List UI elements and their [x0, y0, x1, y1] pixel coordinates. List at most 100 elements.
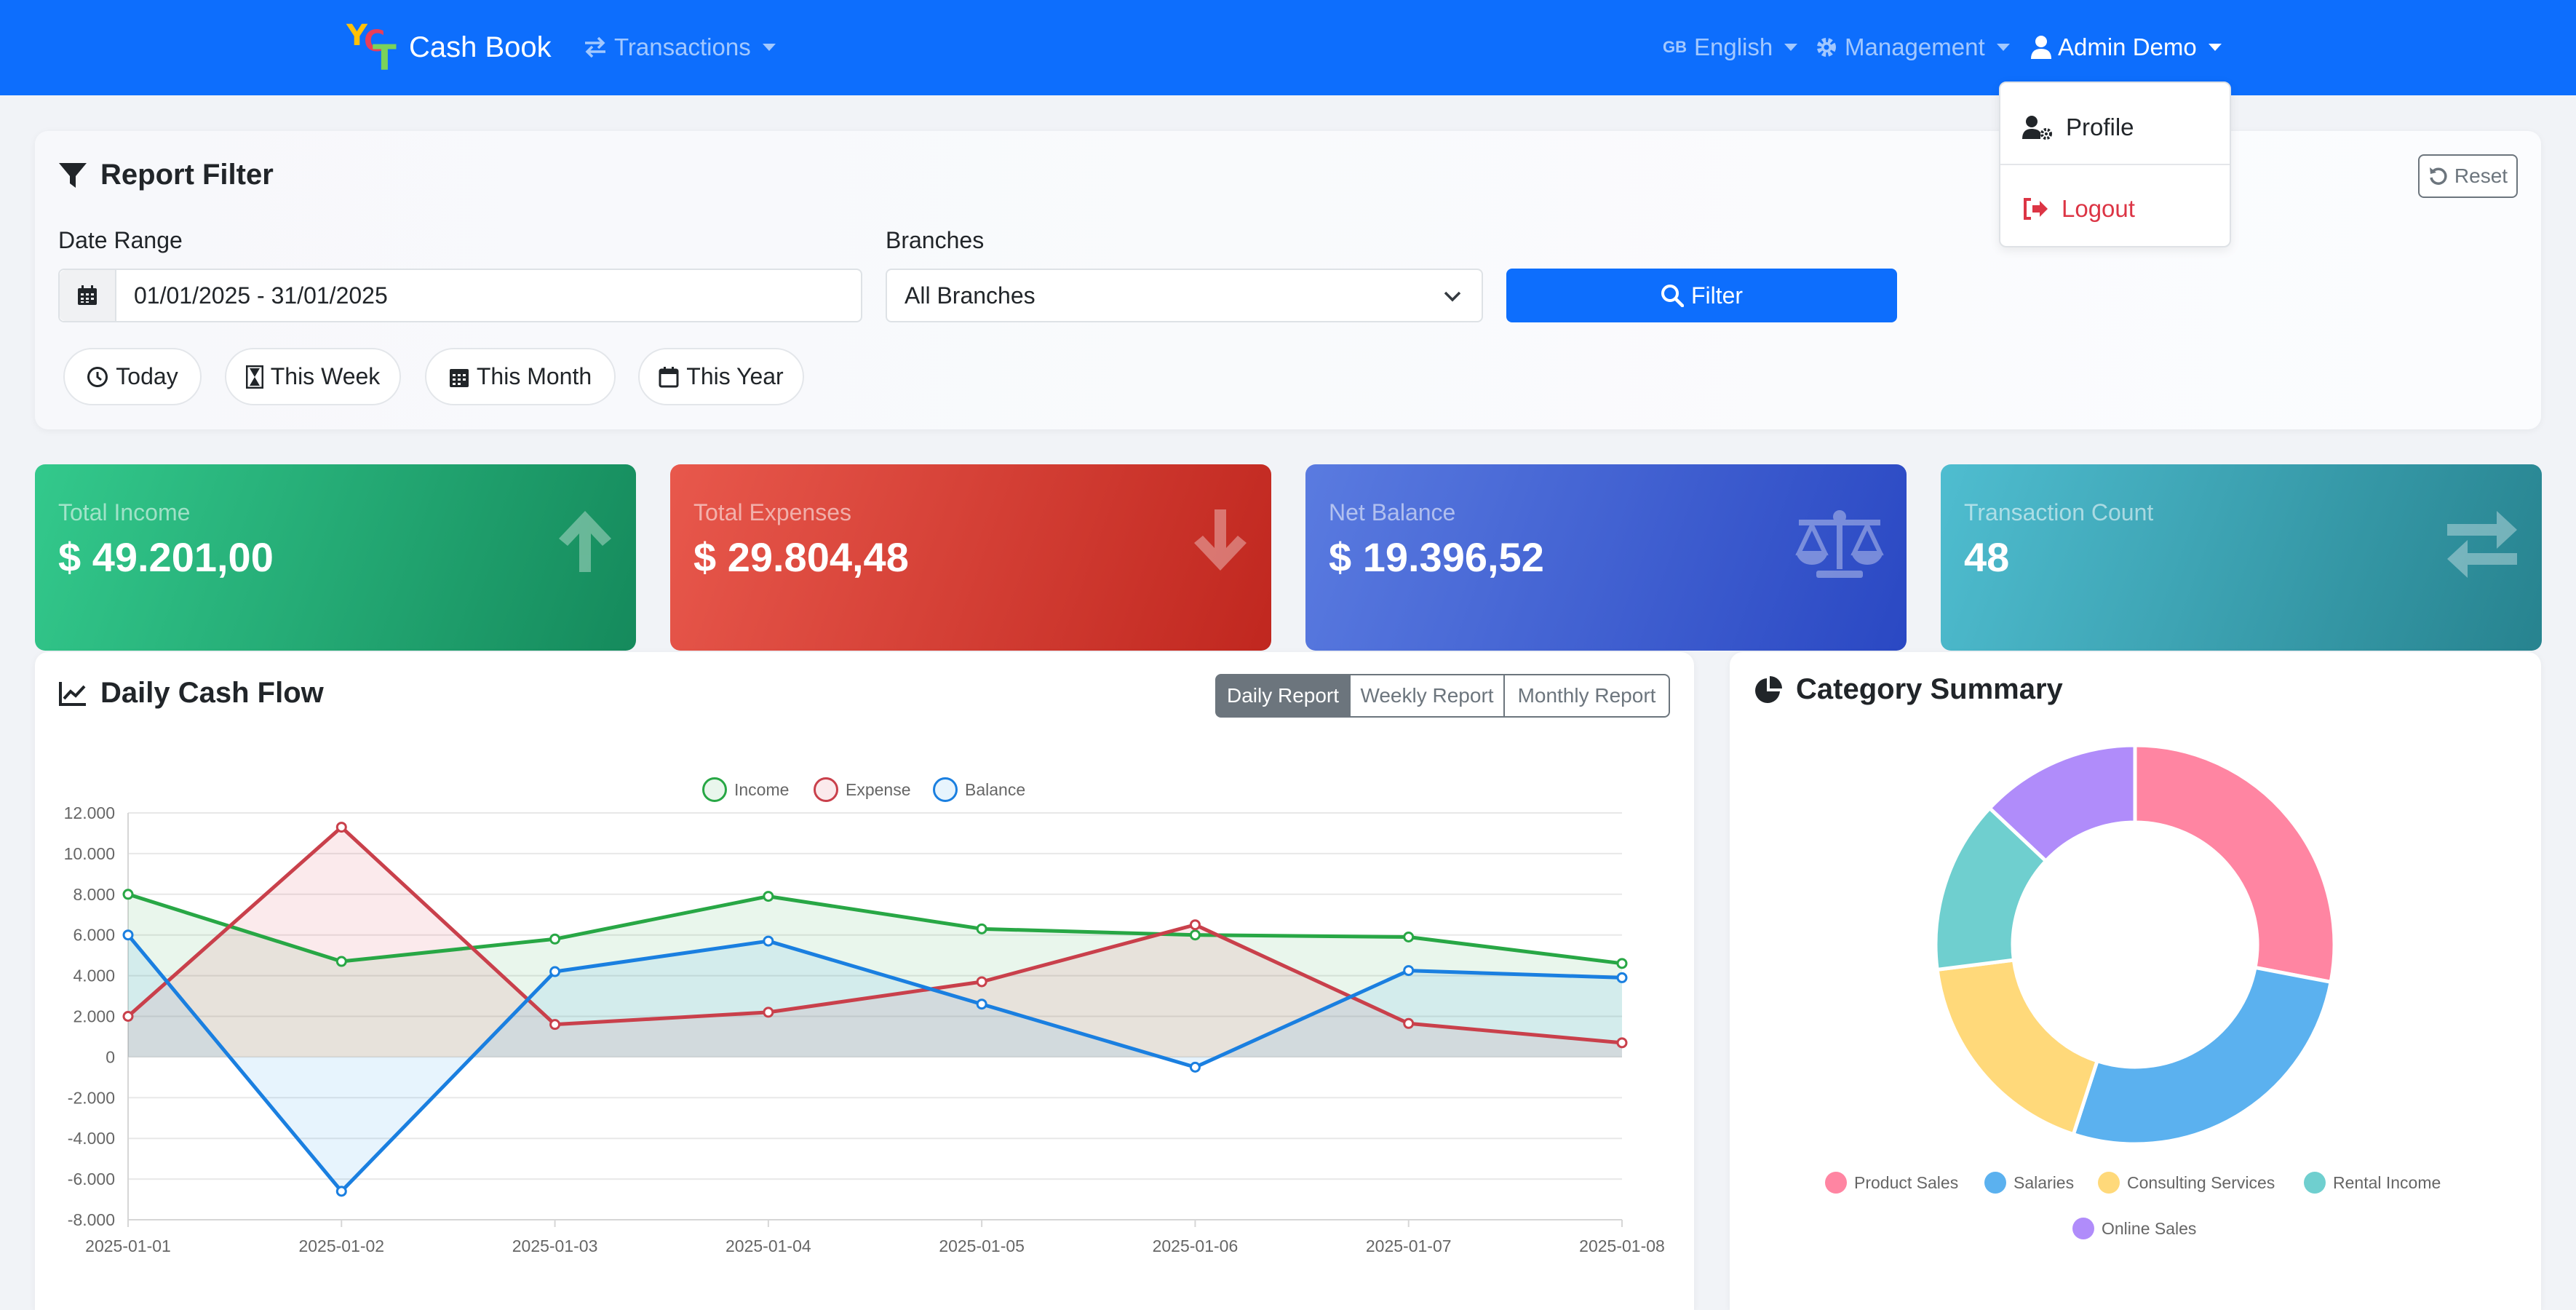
branches-select[interactable]: All Branches: [886, 269, 1483, 322]
pie-legend-item[interactable]: Consulting Services: [2098, 1172, 2275, 1194]
pie-slice-online-sales: [1987, 743, 2137, 864]
branches-select-value: All Branches: [905, 282, 1035, 309]
category-summary-title-text: Category Summary: [1796, 673, 2063, 705]
quick-this-month-button[interactable]: This Month: [425, 348, 616, 405]
report-filter-title-text: Report Filter: [100, 159, 274, 191]
branches-label: Branches: [886, 227, 985, 253]
y-tick-label: -8.000: [68, 1210, 115, 1229]
series-area-balance: [128, 934, 1622, 1191]
reset-button[interactable]: Reset: [2418, 154, 2518, 198]
series-line-expense: [127, 825, 1623, 1045]
data-point-expense: [763, 1007, 774, 1018]
user-icon: [2031, 36, 2051, 59]
stat-card-net-balance: Net Balance $ 19.396,52: [1305, 464, 1907, 651]
pie-legend-item[interactable]: Salaries: [1984, 1172, 2074, 1194]
chevron-down-icon: [1444, 291, 1461, 302]
pie-legend-item[interactable]: Product Sales: [1825, 1172, 1958, 1194]
menu-item-profile[interactable]: Profile: [2000, 102, 2230, 153]
legend-swatch: [1825, 1172, 1847, 1194]
legend-swatch: [702, 777, 727, 802]
legend-swatch: [2098, 1172, 2120, 1194]
nav-user[interactable]: Admin Demo: [2030, 29, 2222, 66]
data-point-income: [122, 889, 134, 900]
legend-label: Product Sales: [1854, 1172, 1959, 1192]
series-area-expense: [128, 827, 1622, 1057]
chart-legend-expense[interactable]: Expense: [814, 777, 911, 802]
transfer-icon: [2447, 511, 2517, 578]
pie-slice-salaries: [2071, 965, 2334, 1146]
legend-swatch: [814, 777, 838, 802]
calendar-icon: [60, 270, 116, 321]
stat-value: $ 19.396,52: [1329, 534, 1544, 580]
filter-button-label: Filter: [1690, 282, 1744, 309]
quick-today-label: Today: [116, 363, 178, 389]
quick-this-week-label: This Week: [270, 363, 381, 389]
category-summary-title: Category Summary: [1754, 673, 2063, 706]
pie-legend-item[interactable]: Rental Income: [2304, 1172, 2441, 1194]
logo-icon: Y C T: [346, 19, 397, 79]
y-tick-label: -6.000: [68, 1170, 115, 1188]
quick-this-year-button[interactable]: This Year: [638, 348, 804, 405]
tab-daily-report[interactable]: Daily Report: [1215, 674, 1351, 718]
y-tick-label: 8.000: [73, 885, 115, 904]
quick-this-year-label: This Year: [686, 363, 784, 389]
undo-icon: [2429, 167, 2447, 185]
data-point-balance: [122, 929, 134, 941]
tab-weekly-report[interactable]: Weekly Report: [1349, 674, 1505, 718]
data-point-expense: [122, 1011, 134, 1022]
daily-cash-flow-title-text: Daily Cash Flow: [100, 677, 324, 709]
nav-transactions-label: Transactions: [614, 33, 751, 60]
data-point-expense: [549, 1019, 561, 1031]
nav-language[interactable]: GB English: [1663, 29, 1798, 66]
transfer-icon: [585, 36, 605, 58]
y-tick-label: 10.000: [64, 844, 115, 863]
nav-management-label: Management: [1845, 33, 1985, 60]
pie-legend-item[interactable]: Online Sales: [2072, 1218, 2196, 1239]
data-point-income: [976, 923, 987, 934]
date-range-field[interactable]: 01/01/2025 - 31/01/2025: [58, 269, 862, 322]
logout-icon: [2024, 198, 2048, 220]
data-point-expense: [335, 822, 347, 833]
x-tick-label: 2025-01-03: [512, 1236, 598, 1255]
date-range-value: 01/01/2025 - 31/01/2025: [134, 282, 388, 309]
nav-transactions[interactable]: Transactions: [582, 29, 776, 66]
gear-icon: [1817, 38, 1836, 57]
data-point-income: [335, 956, 347, 967]
tab-monthly-report[interactable]: Monthly Report: [1503, 674, 1670, 718]
legend-label: Balance: [965, 779, 1026, 799]
line-chart-icon: [59, 681, 86, 706]
quick-today-button[interactable]: Today: [63, 348, 202, 405]
date-range-label: Date Range: [58, 227, 183, 253]
data-point-income: [1616, 958, 1628, 969]
menu-item-logout[interactable]: Logout: [2000, 183, 2230, 234]
pie-slice-product-sales: [2133, 743, 2337, 985]
chart-legend-income[interactable]: Income: [702, 777, 789, 802]
stat-label: Total Income: [58, 499, 191, 525]
data-point-balance: [1616, 972, 1628, 983]
x-tick-label: 2025-01-06: [1153, 1236, 1239, 1255]
x-tick-label: 2025-01-04: [726, 1236, 811, 1255]
stat-card-total-expenses: Total Expenses $ 29.804,48: [670, 464, 1271, 651]
legend-swatch: [933, 777, 958, 802]
daily-cash-flow-title: Daily Cash Flow: [58, 677, 324, 710]
chart-legend-balance[interactable]: Balance: [933, 777, 1025, 802]
chevron-down-icon: [1996, 44, 2010, 51]
legend-swatch: [1984, 1172, 2006, 1194]
user-gear-icon: [2022, 116, 2052, 140]
stat-card-transaction-count: Transaction Count 48: [1941, 464, 2542, 651]
legend-label: Rental Income: [2333, 1172, 2441, 1192]
x-tick-label: 2025-01-08: [1579, 1236, 1665, 1255]
data-point-balance: [976, 999, 987, 1010]
arrow-down-icon: [1194, 509, 1247, 571]
filter-button[interactable]: Filter: [1506, 269, 1897, 322]
legend-label: Expense: [846, 779, 911, 799]
nav-management[interactable]: Management: [1814, 29, 2010, 66]
data-point-income: [1189, 929, 1201, 941]
data-point-expense: [1189, 919, 1201, 931]
quick-this-week-button[interactable]: This Week: [225, 348, 401, 405]
category-summary-chart: [1933, 743, 2337, 1146]
data-point-expense: [1403, 1017, 1415, 1029]
y-tick-label: -4.000: [68, 1129, 115, 1148]
calendar-outline-icon: [659, 366, 679, 387]
brand-link[interactable]: Y C T Cash Book: [343, 16, 552, 79]
